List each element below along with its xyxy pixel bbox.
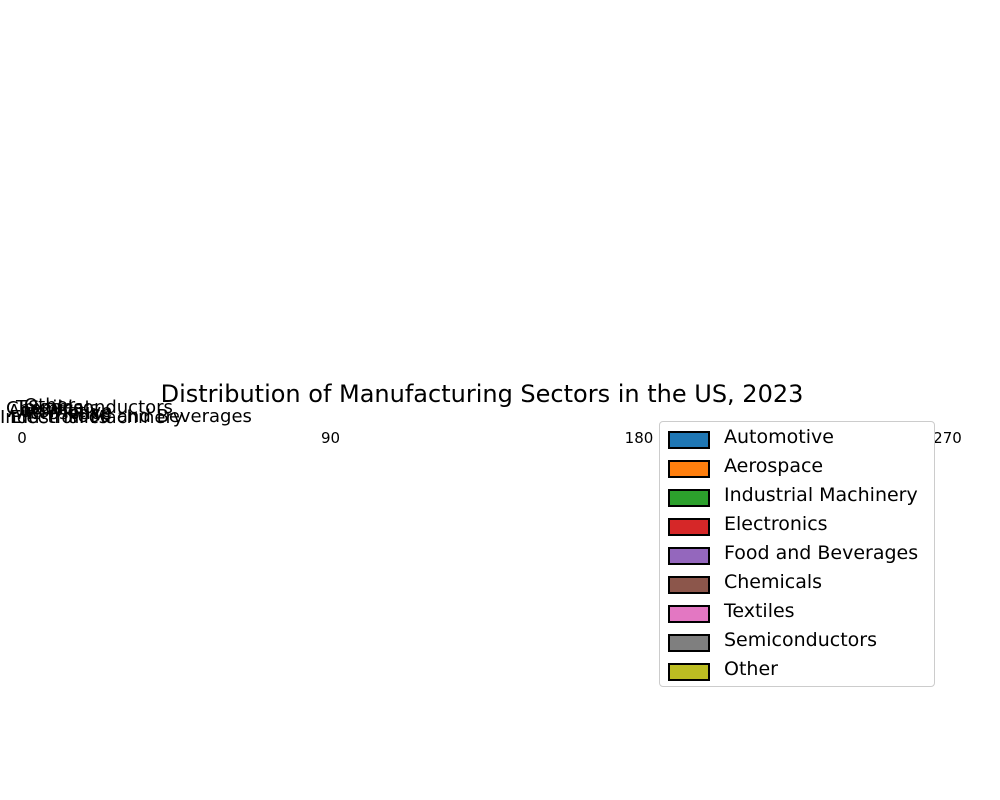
slice-label: Semiconductors [28, 397, 173, 418]
slice-label: Electronics [10, 407, 108, 428]
legend-item: Automotive [660, 426, 934, 457]
slice-label: Textiles [15, 397, 83, 418]
legend-item: Textiles [660, 600, 934, 631]
slice-label: Chemicals [6, 398, 99, 419]
legend-label: Industrial Machinery [724, 484, 918, 506]
legend-swatch [668, 663, 710, 681]
slice-label: Food and Beverages [68, 406, 252, 427]
legend-swatch [668, 489, 710, 507]
legend-swatch [668, 605, 710, 623]
slice-label: Aerospace [18, 403, 112, 424]
legend-item: Electronics [660, 513, 934, 544]
legend-swatch [668, 431, 710, 449]
legend-label: Semiconductors [724, 629, 877, 651]
angular-ticks: 0 90 180 270 [17, 429, 962, 447]
legend-label: Electronics [724, 513, 828, 535]
legend-label: Textiles [724, 600, 795, 622]
legend-item: Semiconductors [660, 629, 934, 660]
legend-label: Chemicals [724, 571, 823, 593]
legend-item: Aerospace [660, 455, 934, 486]
legend-item: Industrial Machinery [660, 484, 934, 515]
legend-item: Chemicals [660, 571, 934, 602]
slice-label: Industrial Machinery [0, 407, 184, 428]
legend-swatch [668, 518, 710, 536]
slice-label: Other [24, 395, 76, 416]
legend-swatch [668, 547, 710, 565]
legend-label: Aerospace [724, 455, 824, 477]
angular-tick-label: 0 [17, 429, 27, 447]
legend-label: Automotive [724, 426, 834, 448]
legend-label: Food and Beverages [724, 542, 919, 564]
angular-tick-label: 270 [933, 429, 962, 447]
legend-swatch [668, 634, 710, 652]
legend: Automotive Aerospace Industrial Machinery E… [659, 421, 935, 687]
legend-swatch [668, 460, 710, 478]
legend-item: Other [660, 658, 934, 689]
chart-title: Distribution of Manufacturing Sectors in… [161, 380, 804, 408]
legend-label: Other [724, 658, 778, 680]
slice-label: Automotive [8, 401, 112, 422]
legend-swatch [668, 576, 710, 594]
angular-tick-label: 90 [321, 429, 340, 447]
angular-tick-label: 180 [625, 429, 654, 447]
legend-item: Food and Beverages [660, 542, 934, 573]
